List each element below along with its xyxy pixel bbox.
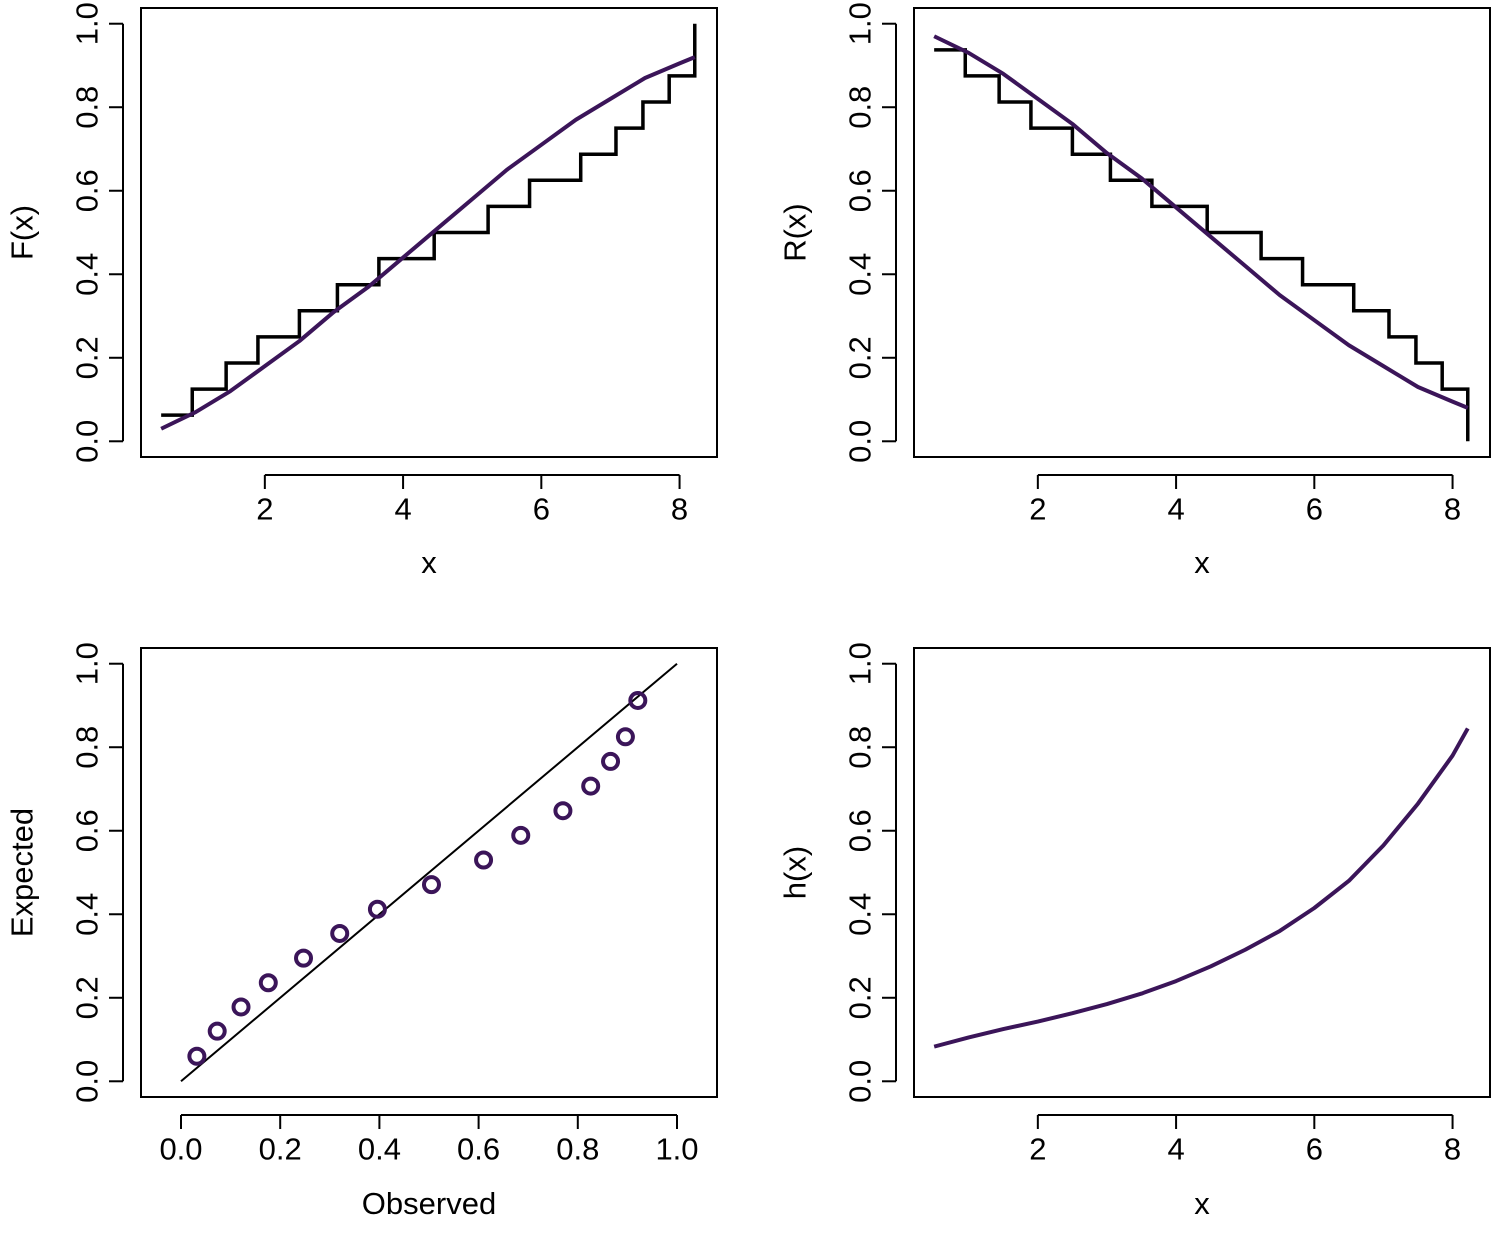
- cdf-x-tick-label: 8: [671, 491, 688, 526]
- cdf-x-tick-label: 4: [394, 491, 411, 526]
- pp-plot-y-tick-label: 1.0: [70, 642, 105, 685]
- hazard-y-tick-label: 0.6: [843, 809, 878, 852]
- cdf-y-axis-title: F(x): [5, 205, 40, 260]
- pp-plot-plot-frame: [140, 647, 718, 1098]
- pp-plot-point: [615, 727, 635, 747]
- pp-plot-point: [511, 825, 531, 845]
- reliability-x-tick-label: 2: [1029, 491, 1046, 526]
- cdf-y-tick-label: 1.0: [70, 2, 105, 45]
- panel-cdf: 0.0 0.2 0.4 0.6 0.8 1.0 F(x) 2 4 6 8 x: [5, 2, 718, 580]
- cdf-y-tick-label: 0.4: [70, 253, 105, 296]
- pp-plot-point: [294, 948, 314, 968]
- cdf-y-tick-label: 0.6: [70, 169, 105, 212]
- hazard-x-tick-label: 8: [1444, 1131, 1461, 1166]
- pp-plot-y-axis-title: Expected: [5, 808, 40, 937]
- reliability-x-axis-title: x: [1194, 545, 1210, 580]
- hazard-y-tick-label: 1.0: [843, 642, 878, 685]
- reliability-x-tick-label: 8: [1444, 491, 1461, 526]
- pp-plot-y-tick-label: 0.2: [70, 976, 105, 1019]
- pp-plot-point: [258, 973, 278, 993]
- pp-plot-x-tick-label: 1.0: [655, 1131, 698, 1166]
- pp-plot-point: [601, 751, 621, 771]
- cdf-x-tick-label: 2: [256, 491, 273, 526]
- pp-plot-point: [421, 875, 441, 895]
- reliability-y-tick-label: 1.0: [843, 2, 878, 45]
- hazard-x-tick-label: 6: [1306, 1131, 1323, 1166]
- pp-plot-x-tick-label: 0.4: [358, 1131, 401, 1166]
- hazard-x-tick-label: 2: [1029, 1131, 1046, 1166]
- cdf-y-tick-label: 0.2: [70, 336, 105, 379]
- reliability-y-tick-label: 0.6: [843, 169, 878, 212]
- hazard-y-axis-title: h(x): [778, 846, 813, 899]
- cdf-series-fitted: [160, 55, 696, 431]
- hazard-series-fitted: [933, 727, 1470, 1049]
- pp-plot-x-tick-label: 0.2: [259, 1131, 302, 1166]
- hazard-y-tick-label: 0.2: [843, 976, 878, 1019]
- reliability-x-tick-label: 6: [1306, 491, 1323, 526]
- pp-plot-y-tick-label: 0.0: [70, 1060, 105, 1103]
- hazard-plot-frame: [913, 647, 1491, 1098]
- pp-plot-point: [231, 997, 251, 1017]
- pp-plot-y-tick-label: 0.6: [70, 809, 105, 852]
- pp-plot-point: [330, 923, 350, 943]
- cdf-series-empirical: [161, 23, 697, 417]
- pp-plot-x-axis-title: Observed: [362, 1186, 496, 1221]
- panel-reliability: 0.0 0.2 0.4 0.6 0.8 1.0 R(x) 2 4 6 8 x: [778, 2, 1491, 580]
- pp-plot-point: [628, 690, 648, 710]
- hazard-x-axis-title: x: [1194, 1186, 1210, 1221]
- reliability-y-tick-label: 0.4: [843, 253, 878, 296]
- cdf-x-tick-label: 6: [533, 491, 550, 526]
- pp-plot-x-tick-label: 0.6: [457, 1131, 500, 1166]
- reliability-y-tick-label: 0.0: [843, 420, 878, 463]
- pp-plot-point: [187, 1046, 207, 1066]
- cdf-y-tick-label: 0.0: [70, 420, 105, 463]
- cdf-plot-frame: [140, 7, 718, 458]
- hazard-y-tick-label: 0.0: [843, 1060, 878, 1103]
- pp-plot-point: [474, 850, 494, 870]
- pp-plot-x-tick-label: 0.0: [159, 1131, 202, 1166]
- hazard-y-tick-label: 0.4: [843, 893, 878, 936]
- hazard-y-tick-label: 0.8: [843, 726, 878, 769]
- panel-hazard: 0.0 0.2 0.4 0.6 0.8 1.0 h(x) 2 4 6 8 x: [778, 642, 1491, 1221]
- reliability-y-tick-label: 0.8: [843, 86, 878, 129]
- cdf-x-axis-title: x: [421, 545, 437, 580]
- pp-plot-point: [367, 899, 387, 919]
- reliability-series-fitted: [933, 34, 1469, 410]
- pp-plot-point: [581, 776, 601, 796]
- reliability-x-tick-label: 4: [1167, 491, 1184, 526]
- pp-plot-x-tick-label: 0.8: [556, 1131, 599, 1166]
- reliability-y-tick-label: 0.2: [843, 336, 878, 379]
- panel-pp-plot: 0.0 0.2 0.4 0.6 0.8 1.0 Expected 0.0 0.2 0.4 0.6 0.…: [5, 642, 718, 1221]
- pp-plot-y-tick-label: 0.4: [70, 893, 105, 936]
- pp-plot-y-tick-label: 0.8: [70, 726, 105, 769]
- reliability-y-axis-title: R(x): [778, 203, 813, 262]
- pp-plot-point: [553, 801, 573, 821]
- reliability-series-empirical: [934, 48, 1470, 442]
- hazard-x-tick-label: 4: [1167, 1131, 1184, 1166]
- pp-plot-point: [207, 1021, 227, 1041]
- cdf-y-tick-label: 0.8: [70, 86, 105, 129]
- reliability-plot-frame: [913, 7, 1491, 458]
- pp-plot-series-reference: [180, 662, 678, 1083]
